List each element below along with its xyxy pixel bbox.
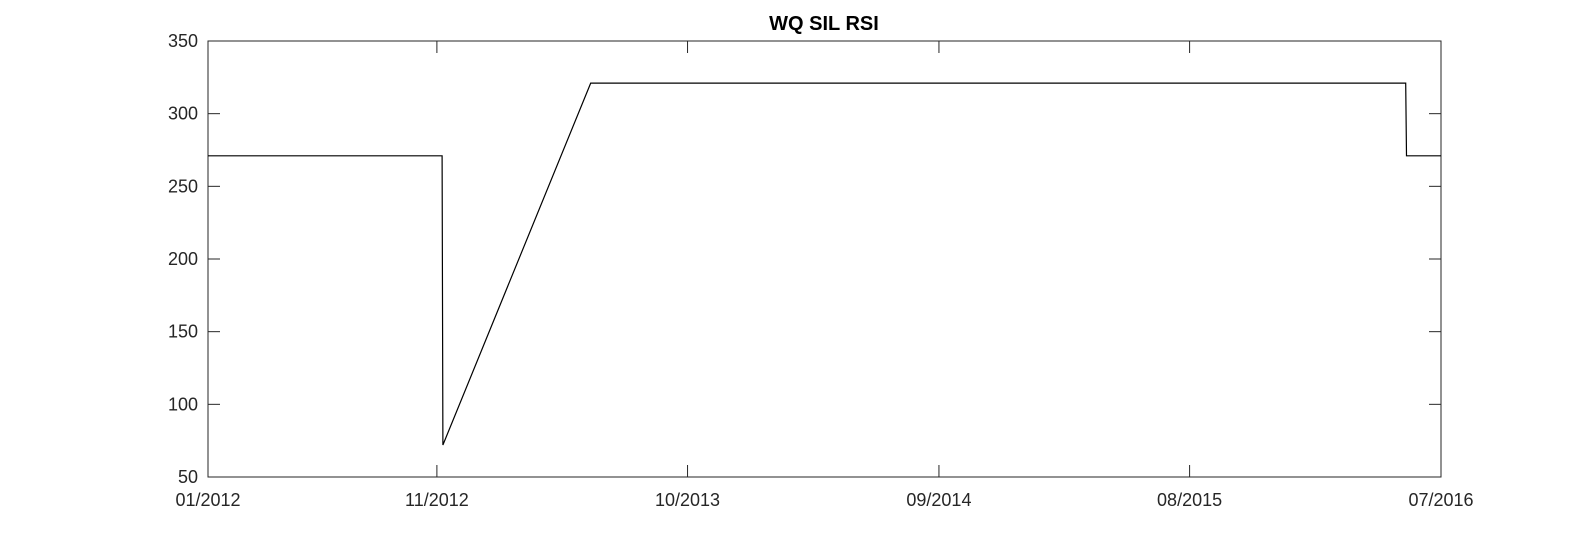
x-axis: 01/2012 11/2012 10/2013 09/2014 08/2015 07/20… <box>175 41 1474 510</box>
y-axis: 50 100 150 200 250 300 350 <box>168 31 1441 487</box>
y-tick-label: 150 <box>168 322 198 342</box>
x-tick-label: 10/2013 <box>655 490 720 510</box>
x-tick-label: 11/2012 <box>405 490 469 510</box>
y-tick-label: 250 <box>168 176 198 196</box>
x-tick-label: 09/2014 <box>906 490 971 510</box>
series-line <box>208 82 1441 446</box>
plot-area-frame <box>207 40 1442 478</box>
x-tick-label: 07/2016 <box>1408 490 1473 510</box>
x-tick-label: 08/2015 <box>1157 490 1222 510</box>
y-tick-label: 300 <box>168 104 198 124</box>
chart-title: WQ SIL RSI <box>769 13 879 35</box>
y-tick-label: 100 <box>168 394 198 414</box>
series-layer <box>208 82 1441 446</box>
x-tick-label: 01/2012 <box>175 490 240 510</box>
y-tick-label: 200 <box>168 249 198 269</box>
y-tick-label: 50 <box>178 467 198 487</box>
y-tick-label: 350 <box>168 31 198 51</box>
